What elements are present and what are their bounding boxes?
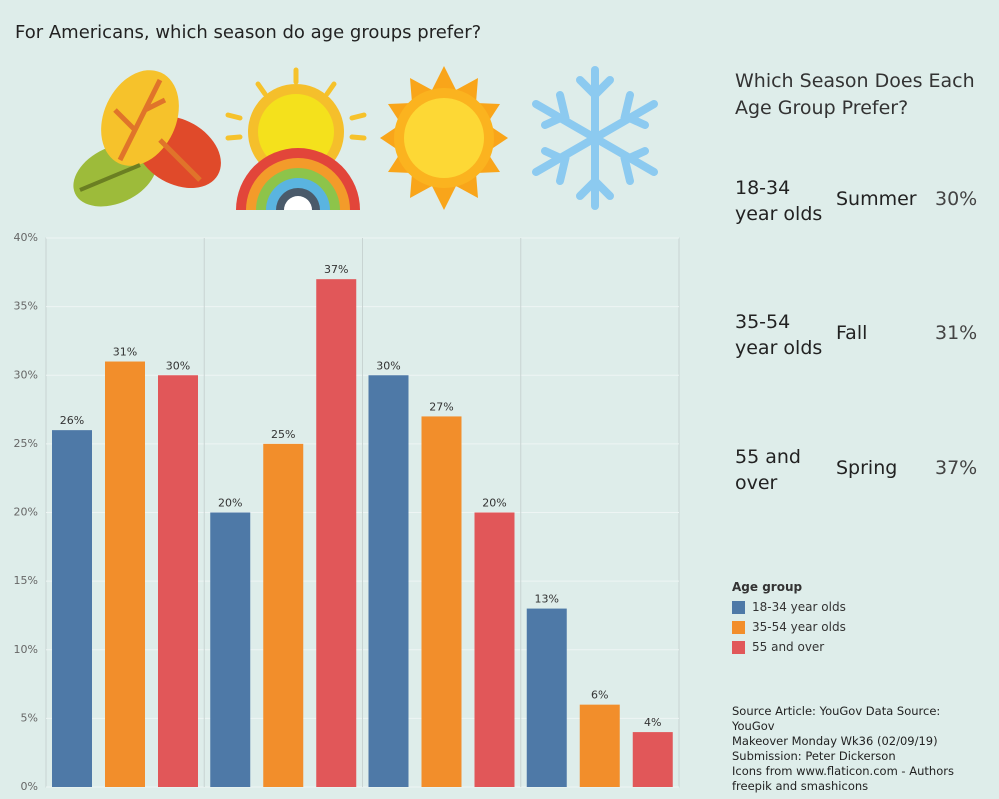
summary-cell: Spring bbox=[836, 457, 898, 479]
legend-item: 35-54 year olds bbox=[732, 617, 846, 637]
bar bbox=[158, 375, 198, 787]
summary-cell: 18-34 year olds bbox=[735, 177, 823, 225]
legend-swatch bbox=[732, 620, 745, 634]
legend: Age group 18-34 year olds 35-54 year olds… bbox=[732, 580, 846, 657]
value-label: 6% bbox=[591, 689, 608, 702]
summary-cell: 55 and over bbox=[735, 446, 801, 494]
y-tick-label: 5% bbox=[21, 711, 38, 724]
bar bbox=[210, 512, 251, 787]
summary-title: Which Season Does Each Age Group Prefer? bbox=[735, 70, 975, 119]
source-line: Submission: Peter Dickerson bbox=[732, 749, 896, 763]
bar bbox=[263, 443, 304, 787]
bar bbox=[526, 608, 567, 787]
summary-cell: 35-54 year olds bbox=[735, 311, 823, 359]
legend-swatch bbox=[732, 640, 745, 654]
summary-cell: Fall bbox=[836, 322, 868, 344]
legend-label: 18-34 year olds bbox=[752, 600, 846, 614]
source-line: Icons from www.flaticon.com - Authors fr… bbox=[732, 764, 954, 793]
value-label: 27% bbox=[429, 400, 453, 413]
source-line: Makeover Monday Wk36 (02/09/19) bbox=[732, 734, 938, 748]
value-label: 37% bbox=[324, 263, 348, 276]
bar bbox=[52, 430, 92, 787]
y-tick-label: 30% bbox=[14, 368, 38, 381]
bar bbox=[632, 732, 673, 787]
summary-cell: 31% bbox=[935, 322, 978, 344]
y-tick-label: 40% bbox=[14, 231, 38, 244]
value-label: 13% bbox=[535, 593, 559, 606]
bar bbox=[579, 704, 620, 787]
value-label: 26% bbox=[60, 414, 84, 427]
icon-summer bbox=[380, 66, 508, 210]
legend-swatch bbox=[732, 600, 745, 614]
value-label: 31% bbox=[113, 346, 137, 359]
legend-items: 18-34 year olds 35-54 year olds 55 and ove… bbox=[732, 597, 846, 657]
bar bbox=[316, 279, 357, 787]
source-note: Source Article: YouGov Data Source: YouG… bbox=[732, 704, 982, 794]
y-tick-label: 10% bbox=[14, 643, 38, 656]
y-tick-label: 0% bbox=[21, 780, 38, 793]
icon-leaves bbox=[73, 70, 221, 207]
summary-cell: Summer bbox=[836, 188, 917, 210]
value-label: 30% bbox=[166, 359, 190, 372]
legend-label: 35-54 year olds bbox=[752, 620, 846, 634]
legend-item: 18-34 year olds bbox=[732, 597, 846, 617]
bar bbox=[421, 416, 462, 787]
legend-title: Age group bbox=[732, 580, 803, 594]
y-tick-label: 20% bbox=[14, 506, 38, 519]
y-tick-label: 25% bbox=[14, 437, 38, 450]
page-title: For Americans, which season do age group… bbox=[15, 22, 482, 43]
summary-cell: 30% bbox=[935, 188, 978, 210]
y-tick-label: 35% bbox=[14, 300, 38, 313]
value-label: 30% bbox=[376, 359, 400, 372]
value-label: 4% bbox=[644, 716, 661, 729]
source-line: Source Article: YouGov Data Source: YouG… bbox=[732, 704, 941, 733]
icon-winter bbox=[532, 66, 658, 210]
legend-item: 55 and over bbox=[732, 637, 846, 657]
icon-spring bbox=[225, 67, 367, 210]
value-label: 20% bbox=[482, 497, 506, 510]
bar bbox=[474, 512, 515, 787]
legend-label: 55 and over bbox=[752, 640, 825, 654]
y-tick-label: 15% bbox=[14, 574, 38, 587]
bar bbox=[368, 375, 409, 787]
bar bbox=[105, 361, 145, 787]
value-label: 20% bbox=[218, 497, 242, 510]
summary-cell: 37% bbox=[935, 457, 978, 479]
value-label: 25% bbox=[271, 428, 295, 441]
